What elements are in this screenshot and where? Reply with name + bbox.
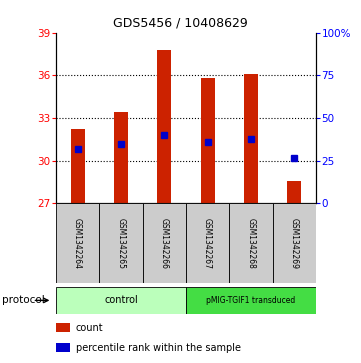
Bar bbox=[201, 78, 214, 203]
Bar bbox=[143, 203, 186, 283]
Text: control: control bbox=[104, 295, 138, 305]
Bar bbox=[56, 203, 99, 283]
Bar bbox=[114, 112, 128, 203]
Text: GDS5456 / 10408629: GDS5456 / 10408629 bbox=[113, 16, 248, 29]
Bar bbox=[287, 180, 301, 203]
Text: GSM1342269: GSM1342269 bbox=[290, 218, 299, 269]
Text: GSM1342265: GSM1342265 bbox=[117, 218, 125, 269]
Text: GSM1342264: GSM1342264 bbox=[73, 218, 82, 269]
Bar bbox=[56, 287, 186, 314]
Text: GSM1342267: GSM1342267 bbox=[203, 218, 212, 269]
Bar bbox=[71, 129, 84, 203]
Text: GSM1342268: GSM1342268 bbox=[247, 218, 255, 269]
Bar bbox=[99, 203, 143, 283]
Bar bbox=[186, 203, 229, 283]
Text: percentile rank within the sample: percentile rank within the sample bbox=[76, 343, 241, 352]
Text: protocol: protocol bbox=[2, 295, 44, 305]
Bar bbox=[229, 203, 273, 283]
Bar bbox=[157, 50, 171, 203]
Bar bbox=[186, 287, 316, 314]
Bar bbox=[273, 203, 316, 283]
Text: pMIG-TGIF1 transduced: pMIG-TGIF1 transduced bbox=[206, 296, 296, 305]
Bar bbox=[244, 74, 258, 203]
Text: count: count bbox=[76, 323, 104, 333]
Text: GSM1342266: GSM1342266 bbox=[160, 218, 169, 269]
